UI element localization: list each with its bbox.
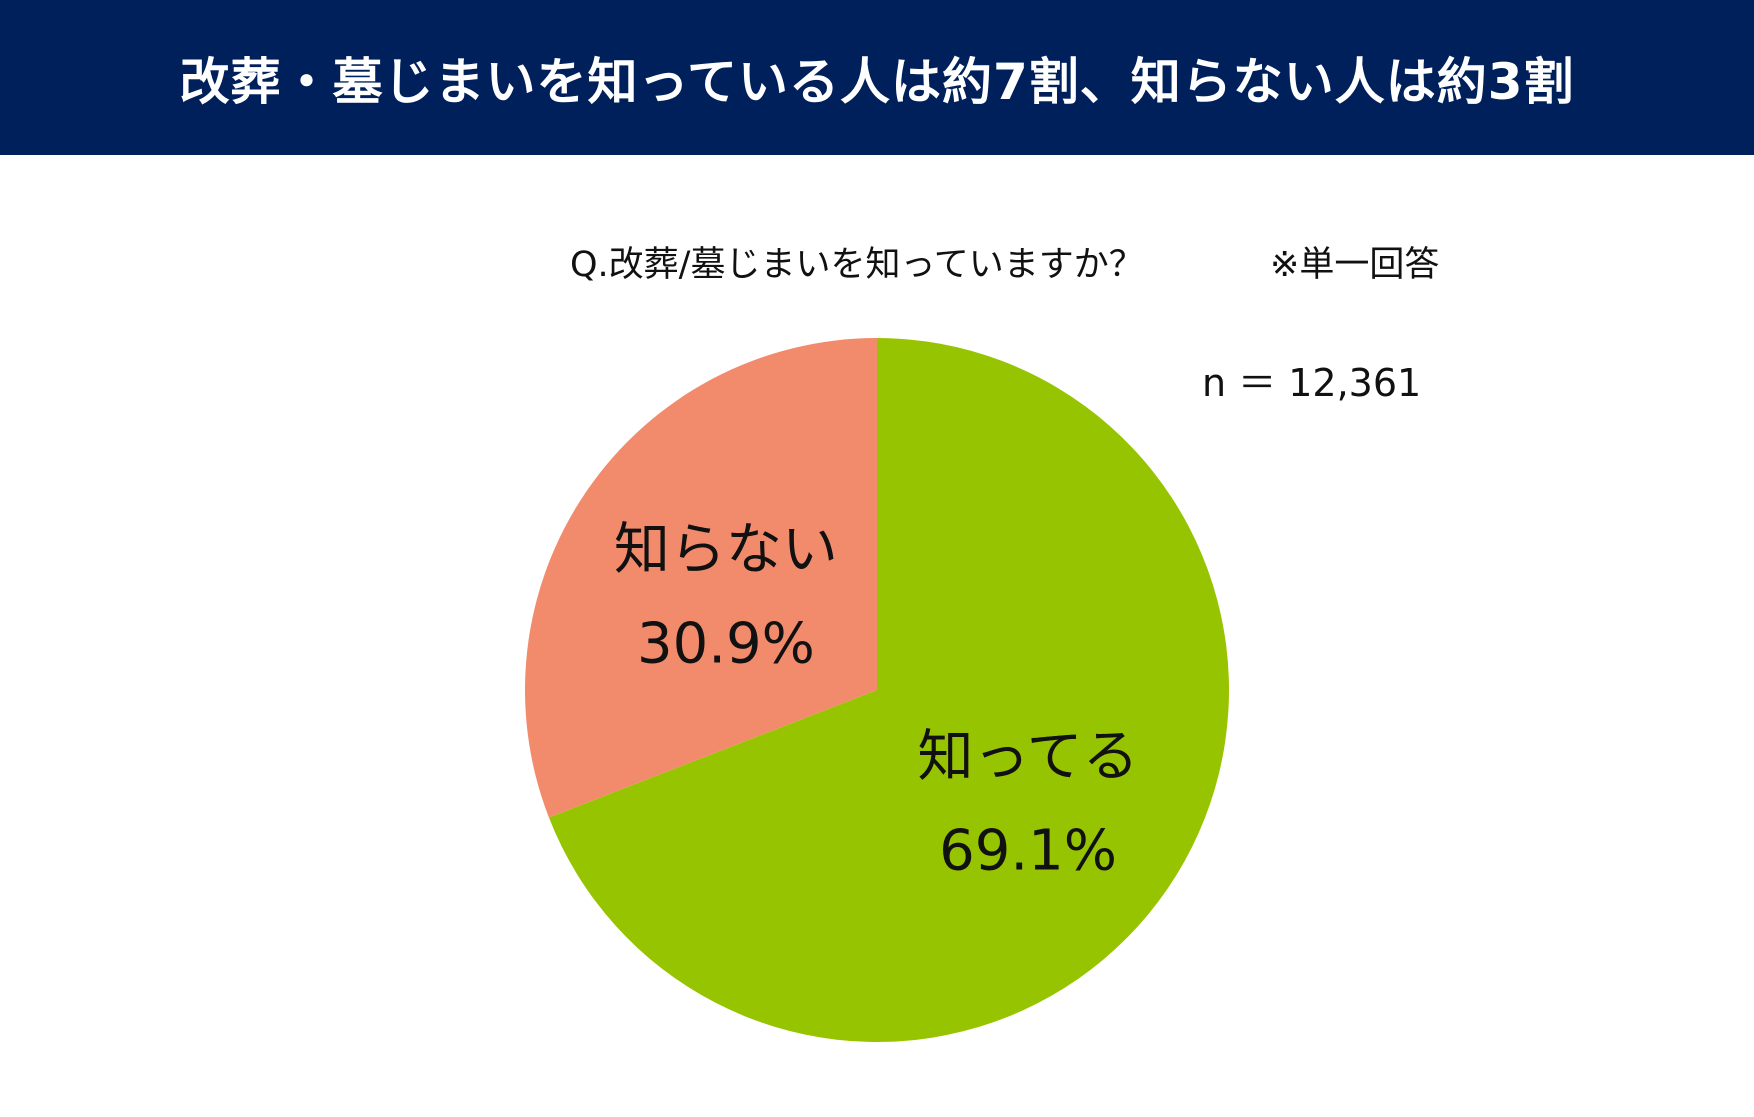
header-banner: 改葬・墓じまいを知っている人は約7割、知らない人は約3割 [0, 0, 1754, 155]
pie-slice-unknown [525, 338, 877, 818]
slice-value-label: 30.9% [637, 612, 815, 677]
slice-category-label: 知ってる [917, 724, 1138, 789]
pie-slice-known [548, 338, 1229, 1042]
sample-size: n ＝ 12,361 [1202, 361, 1422, 405]
slice-value-label: 69.1% [939, 818, 1117, 883]
page-title: 改葬・墓じまいを知っている人は約7割、知らない人は約3割 [179, 52, 1575, 111]
answer-type-note: ※単一回答 [1270, 245, 1440, 285]
slice-category-label: 知らない [614, 518, 838, 583]
survey-question: Q.改葬/墓じまいを知っていますか？ [570, 245, 1144, 285]
